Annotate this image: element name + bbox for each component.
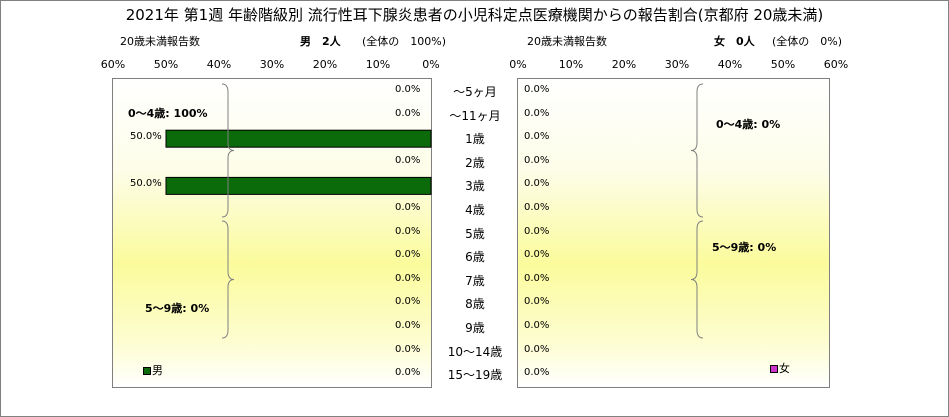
female-value-label: 0.0% — [524, 296, 550, 308]
legend-female: 女 — [770, 360, 790, 376]
male-value-label: 0.0% — [395, 154, 421, 166]
male-brace-5-9 — [221, 220, 235, 339]
female-brace-0-4 — [690, 83, 704, 218]
category-label: 10～14歳 — [447, 344, 503, 359]
legend-female-label: 女 — [779, 362, 790, 375]
male-x-tick: 40% — [206, 58, 232, 71]
male-x-tick: 50% — [153, 58, 179, 71]
legend-female-swatch — [770, 365, 778, 373]
female-x-tick: 10% — [558, 58, 584, 71]
category-label: 8歳 — [465, 297, 485, 312]
male-x-tick: 60% — [100, 58, 126, 71]
category-label: 3歳 — [465, 179, 485, 194]
category-label: 2歳 — [465, 155, 485, 170]
male-value-label: 50.0% — [130, 131, 162, 143]
category-label: 6歳 — [465, 250, 485, 265]
chart-title: 2021年 第1週 年齢階級別 流行性耳下腺炎患者の小児科定点医療機関からの報告… — [125, 6, 824, 24]
female-x-tick: 60% — [823, 58, 849, 71]
legend-male-label: 男 — [152, 364, 163, 377]
female-x-tick: 0% — [509, 58, 527, 71]
female-value-label: 0.0% — [524, 367, 550, 379]
category-label: 1歳 — [465, 132, 485, 147]
female-value-label: 0.0% — [524, 225, 550, 237]
female-value-label: 0.0% — [524, 84, 550, 95]
female-group-0-4: 0～4歳: 0% — [716, 118, 781, 131]
category-label: 4歳 — [465, 203, 485, 217]
female-value-label: 0.0% — [524, 107, 550, 119]
category-label: 7歳 — [465, 273, 485, 288]
female-x-tick: 50% — [770, 58, 796, 71]
male-value-label: 0.0% — [395, 367, 421, 379]
category-label: 9歳 — [465, 321, 485, 335]
category-label: ～5ヶ月 — [453, 85, 497, 99]
male-x-tick: 0% — [422, 58, 440, 71]
female-brace-5-9 — [690, 220, 704, 339]
male-count-text: 男 2人 — [300, 35, 341, 48]
male-x-tick: 30% — [259, 58, 285, 71]
male-value-label: 0.0% — [395, 272, 421, 284]
female-value-label: 0.0% — [524, 320, 550, 331]
male-bar — [165, 176, 432, 195]
female-count-text: 女 0人 — [714, 35, 755, 48]
male-group-0-4: 0～4歳: 100% — [128, 107, 208, 120]
male-value-label: 0.0% — [395, 343, 421, 355]
female-x-tick: 30% — [664, 58, 690, 71]
male-brace-0-4 — [221, 83, 235, 218]
category-label: ～11ヶ月 — [449, 108, 501, 123]
male-bar — [165, 129, 432, 148]
male-value-label: 0.0% — [395, 84, 421, 95]
male-value-label: 0.0% — [395, 320, 421, 331]
male-value-label: 0.0% — [395, 225, 421, 237]
female-share: (全体の 0%) — [772, 35, 843, 48]
female-value-label: 0.0% — [524, 343, 550, 355]
female-group-5-9: 5～9歳: 0% — [712, 241, 777, 254]
male-group-5-9: 5～9歳: 0% — [145, 302, 210, 315]
male-value-label: 0.0% — [395, 296, 421, 308]
female-value-label: 0.0% — [524, 178, 550, 190]
female-count: 女 0人 — [714, 33, 755, 49]
female-value-label: 0.0% — [524, 154, 550, 166]
female-x-tick: 40% — [717, 58, 743, 71]
category-label: 5歳 — [465, 226, 485, 241]
male-share: (全体の 100%) — [362, 35, 447, 48]
male-value-label: 0.0% — [395, 107, 421, 119]
male-count: 男 2人 — [300, 33, 341, 49]
male-value-label: 50.0% — [130, 178, 162, 190]
female-value-label: 0.0% — [524, 131, 550, 143]
female-x-tick: 20% — [611, 58, 637, 71]
female-value-label: 0.0% — [524, 249, 550, 261]
legend-male-swatch — [143, 367, 151, 375]
female-plot-area — [517, 78, 830, 388]
legend-male: 男 — [143, 362, 163, 378]
category-label: 15～19歳 — [447, 368, 503, 383]
female-value-label: 0.0% — [524, 272, 550, 284]
male-plot-area — [112, 78, 432, 388]
male-x-tick: 20% — [312, 58, 338, 71]
male-value-label: 0.0% — [395, 249, 421, 261]
female-value-label: 0.0% — [524, 202, 550, 213]
male-header-label: 20歳未満報告数 — [120, 35, 200, 48]
male-value-label: 0.0% — [395, 202, 421, 213]
male-x-tick: 10% — [365, 58, 391, 71]
female-header-label: 20歳未満報告数 — [527, 35, 607, 48]
